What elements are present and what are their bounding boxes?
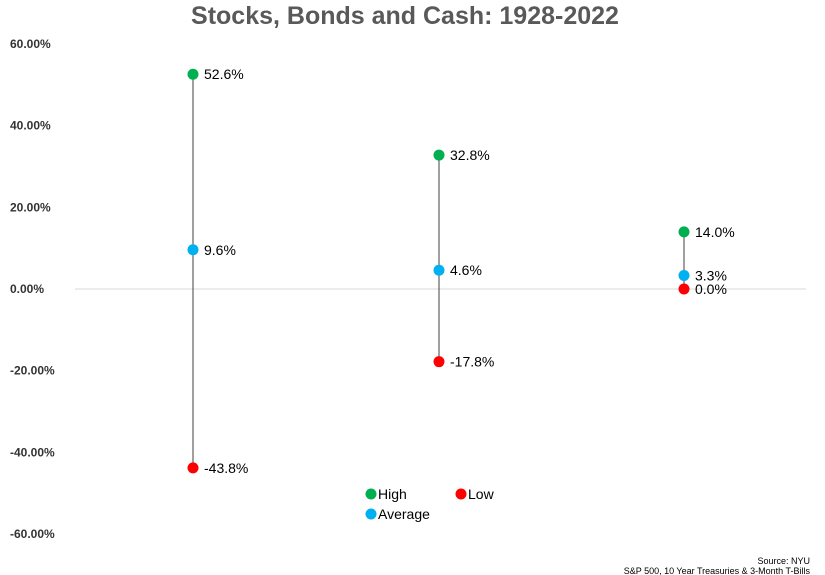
low-point <box>187 462 199 474</box>
legend: High Low Average <box>365 486 495 522</box>
average-point <box>433 264 445 276</box>
legend-marker-high <box>365 488 377 500</box>
average-data-label: 4.6% <box>450 262 482 278</box>
high-data-label: 32.8% <box>450 147 490 163</box>
high-point <box>433 149 445 161</box>
legend-label-high: High <box>378 486 407 502</box>
legend-marker-low <box>455 488 467 500</box>
y-tick-label: -20.00% <box>10 364 55 378</box>
low-point <box>678 283 690 295</box>
legend-label-average: Average <box>378 506 430 522</box>
high-data-label: 52.6% <box>204 66 244 82</box>
average-data-label: 9.6% <box>204 242 236 258</box>
average-data-label: 3.3% <box>695 268 727 284</box>
average-point <box>678 270 690 282</box>
average-point <box>187 244 199 256</box>
y-tick-label: 40.00% <box>10 119 51 133</box>
high-data-label: 14.0% <box>695 224 735 240</box>
low-data-label: 0.0% <box>695 281 727 297</box>
plot-area: 52.6% 9.6% -43.8% 32.8% 4.6% -17.8% 14.0% 3.3%0… <box>187 66 735 476</box>
low-data-label: -17.8% <box>450 354 494 370</box>
legend-label-low: Low <box>468 486 495 502</box>
chart-title: Stocks, Bonds and Cash: 1928-2022 <box>191 2 619 30</box>
legend-marker-average <box>365 508 377 520</box>
high-point <box>187 68 199 80</box>
y-tick-label: -40.00% <box>10 445 55 459</box>
source-line: Source: NYU <box>757 556 810 566</box>
high-point <box>678 226 690 238</box>
low-point <box>433 356 445 368</box>
y-tick-label: -60.00% <box>10 527 55 541</box>
y-tick-label: 60.00% <box>10 37 51 51</box>
y-tick-label: 20.00% <box>10 200 51 214</box>
source-line: S&P 500, 10 Year Treasuries & 3-Month T-… <box>624 566 811 575</box>
y-tick-label: 0.00% <box>10 282 44 296</box>
low-data-label: -43.8% <box>204 460 248 476</box>
